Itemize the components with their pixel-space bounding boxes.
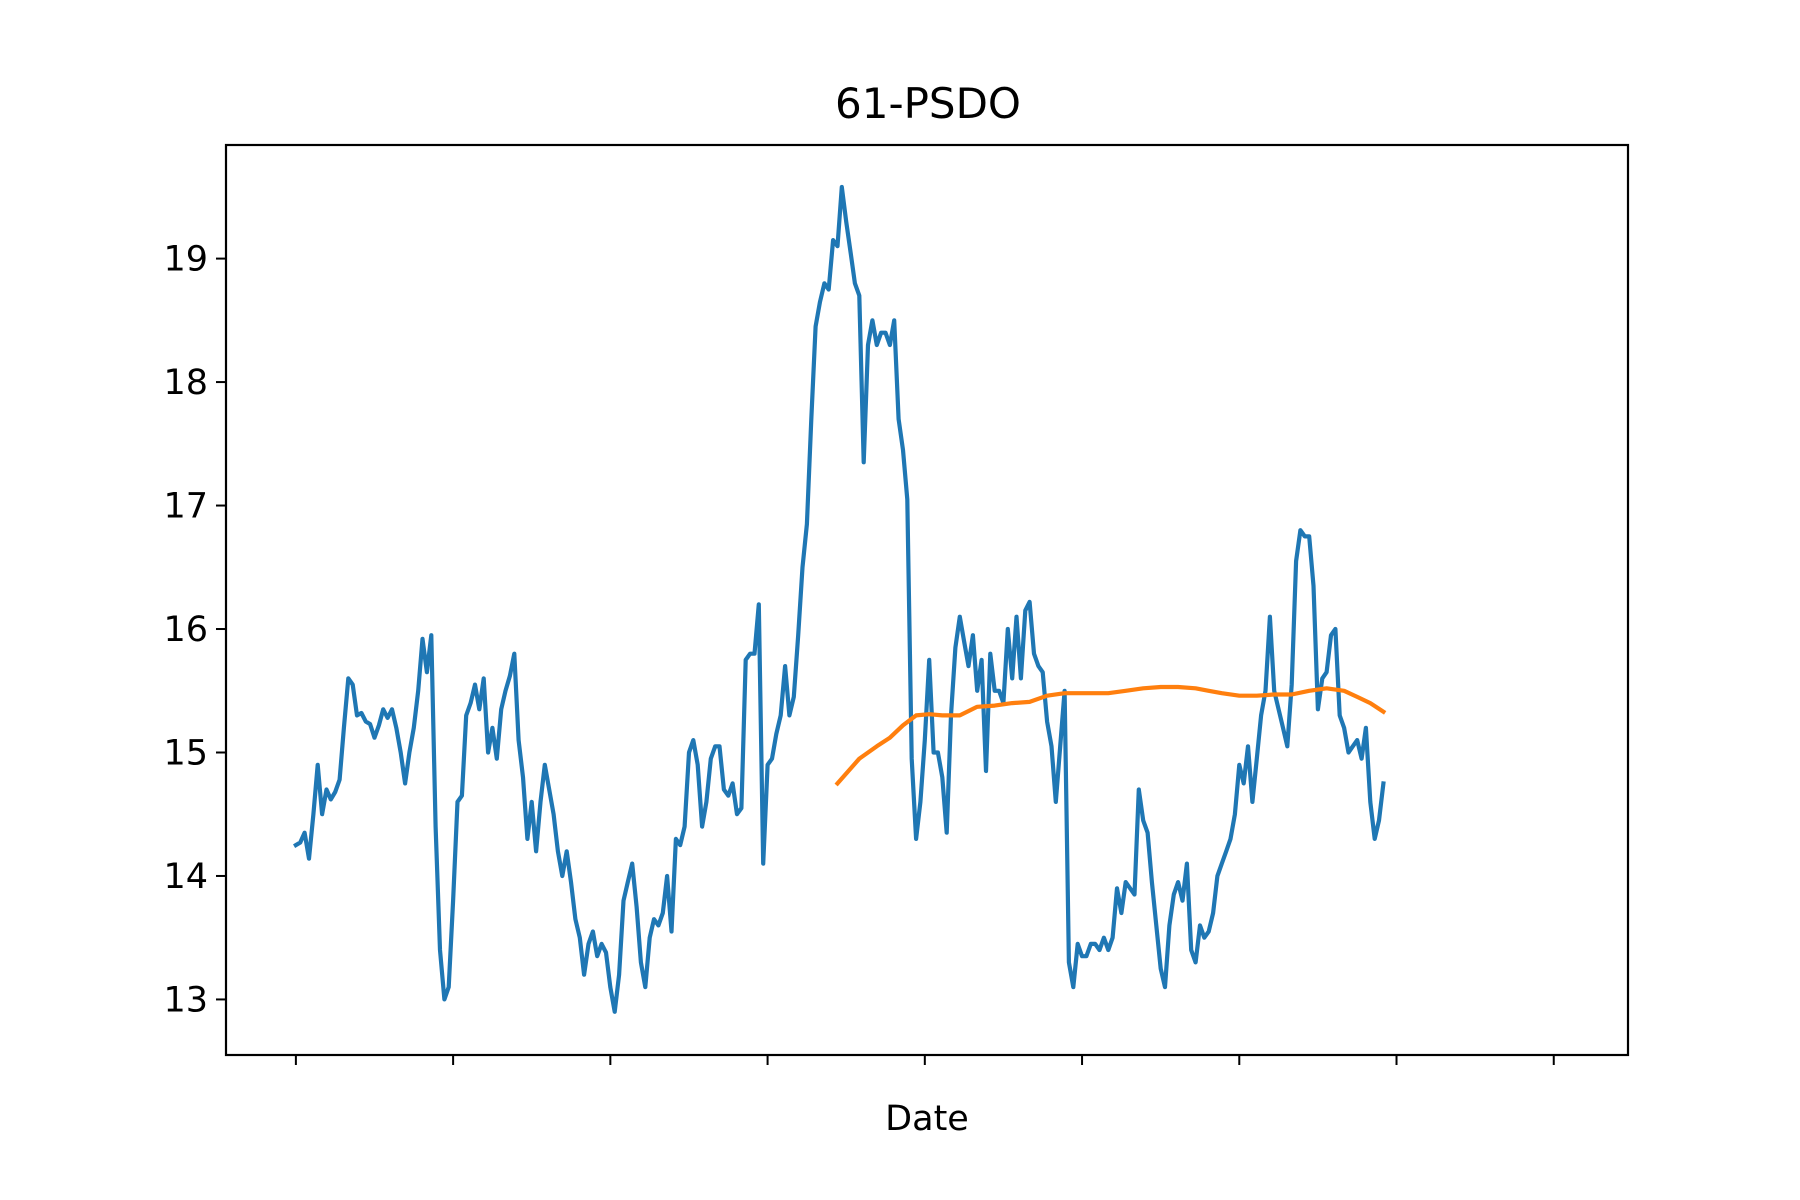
y-tick-label: 15 — [163, 733, 208, 773]
plot-frame — [224, 143, 1630, 1057]
y-tick-label: 19 — [163, 240, 208, 280]
x-axis-label: Date — [885, 1099, 969, 1139]
series-layer — [293, 184, 1387, 1014]
moving-average-line — [834, 684, 1387, 787]
x-axis — [294, 1055, 1555, 1065]
price-series-line — [293, 184, 1386, 1014]
y-tick-label: 14 — [163, 857, 208, 897]
y-tick-label: 16 — [163, 610, 208, 650]
y-tick-label: 17 — [163, 487, 208, 527]
chart-title: 61-PSDO — [835, 79, 1021, 128]
y-tick-label: 13 — [163, 980, 208, 1020]
y-tick-label: 18 — [163, 363, 208, 403]
y-axis: 13 14 15 16 17 18 19 — [163, 240, 226, 1020]
